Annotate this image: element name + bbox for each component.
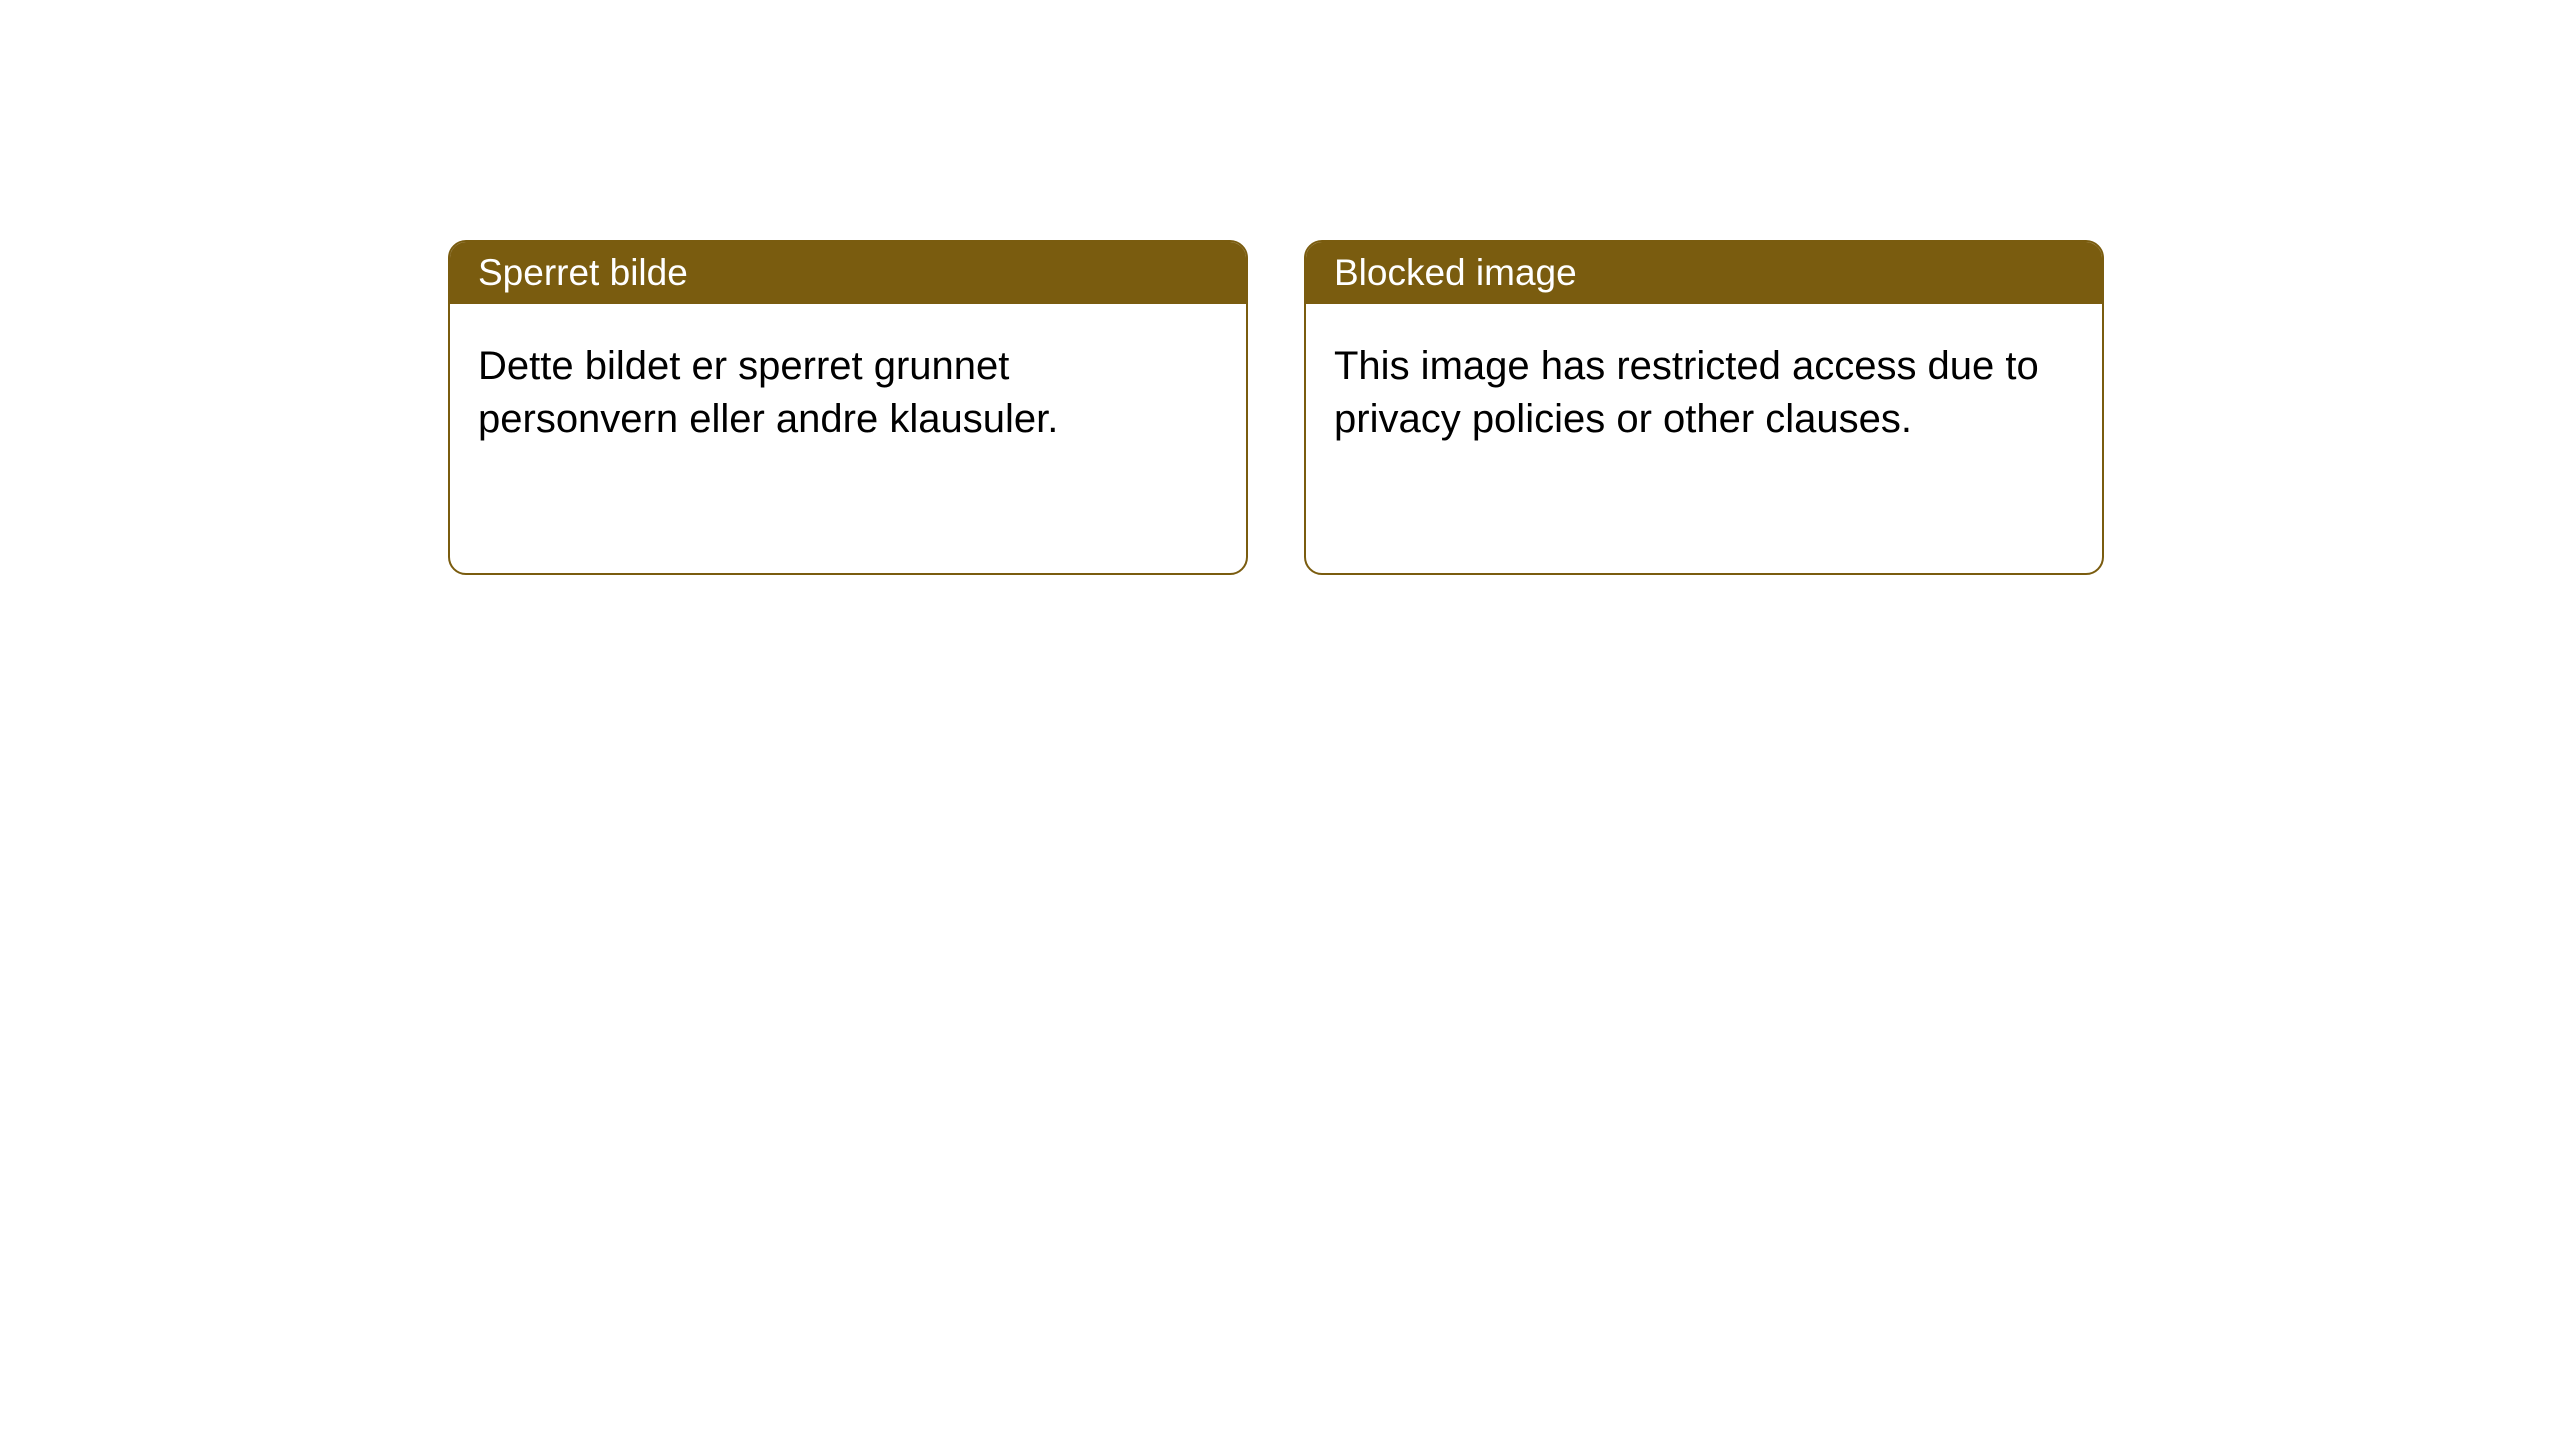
notice-title: Sperret bilde bbox=[478, 252, 688, 293]
notice-card-english: Blocked image This image has restricted … bbox=[1304, 240, 2104, 575]
notice-header-norwegian: Sperret bilde bbox=[450, 242, 1246, 304]
notice-text: This image has restricted access due to … bbox=[1334, 344, 2039, 441]
notice-body-norwegian: Dette bildet er sperret grunnet personve… bbox=[450, 304, 1246, 482]
notice-text: Dette bildet er sperret grunnet personve… bbox=[478, 344, 1058, 441]
notice-container: Sperret bilde Dette bildet er sperret gr… bbox=[448, 240, 2104, 575]
notice-body-english: This image has restricted access due to … bbox=[1306, 304, 2102, 482]
notice-title: Blocked image bbox=[1334, 252, 1577, 293]
notice-card-norwegian: Sperret bilde Dette bildet er sperret gr… bbox=[448, 240, 1248, 575]
notice-header-english: Blocked image bbox=[1306, 242, 2102, 304]
